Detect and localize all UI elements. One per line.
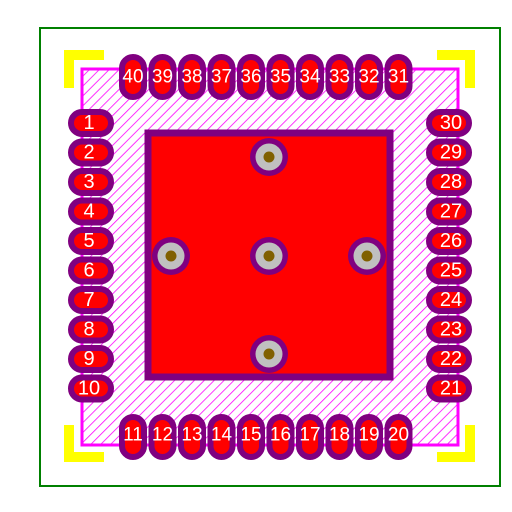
pin-pad-39 bbox=[148, 54, 177, 100]
pin-pad-30 bbox=[426, 109, 472, 137]
pin-label-3: 3 bbox=[83, 171, 94, 193]
corner-marker-bottom-right bbox=[437, 452, 475, 462]
pin-label-35: 35 bbox=[270, 67, 291, 88]
corner-marker-top-left bbox=[64, 50, 104, 60]
pin-label-15: 15 bbox=[240, 425, 261, 446]
pin-pad-22 bbox=[426, 345, 472, 373]
thermal-via-2 bbox=[152, 237, 190, 275]
pin-pad-1 bbox=[68, 109, 114, 137]
pin-label-34: 34 bbox=[299, 67, 321, 88]
pin-pad-37 bbox=[207, 54, 236, 100]
pin-label-20: 20 bbox=[388, 425, 409, 446]
pin-label-25: 25 bbox=[440, 260, 462, 282]
pin-label-14: 14 bbox=[211, 425, 233, 446]
pin-pad-10 bbox=[68, 374, 114, 403]
pin-pad-31 bbox=[384, 54, 413, 100]
pin-pad-7 bbox=[68, 286, 114, 314]
thermal-via-1 bbox=[250, 138, 288, 176]
pin-pad-34 bbox=[296, 54, 324, 100]
pin-label-26: 26 bbox=[440, 230, 462, 252]
pin-label-8: 8 bbox=[83, 319, 94, 341]
pin-pad-9 bbox=[68, 345, 114, 373]
pin-pads bbox=[68, 54, 472, 460]
pin-label-21: 21 bbox=[440, 378, 462, 400]
pin-pad-36 bbox=[237, 54, 265, 100]
corner-marker-bottom-left-v bbox=[64, 425, 74, 462]
corner-marker-top-right-v bbox=[465, 50, 475, 88]
pin-label-11: 11 bbox=[123, 425, 143, 446]
pin-pad-13 bbox=[178, 414, 206, 460]
pin-pad-29 bbox=[426, 138, 472, 167]
pin-label-6: 6 bbox=[83, 260, 94, 282]
thermal-vias bbox=[152, 138, 386, 373]
pin-pad-4 bbox=[68, 197, 114, 226]
pin-pad-17 bbox=[296, 414, 324, 460]
pin-label-12: 12 bbox=[152, 425, 173, 446]
pin-pad-8 bbox=[68, 315, 114, 344]
pin-pad-40 bbox=[119, 54, 147, 100]
pin-pad-15 bbox=[237, 414, 265, 460]
pin-label-28: 28 bbox=[440, 171, 462, 193]
pin-pad-3 bbox=[68, 168, 114, 196]
pin-label-32: 32 bbox=[358, 67, 379, 88]
pin-pad-14 bbox=[207, 414, 236, 460]
pin-pad-23 bbox=[426, 315, 472, 344]
pin-label-23: 23 bbox=[440, 319, 462, 341]
pin-pad-25 bbox=[426, 256, 472, 285]
pin-label-7: 7 bbox=[83, 289, 94, 311]
pin-label-1: 1 bbox=[83, 112, 94, 134]
pin-label-17: 17 bbox=[299, 425, 320, 446]
pin-pad-32 bbox=[355, 54, 383, 100]
pin-pad-35 bbox=[266, 54, 295, 100]
pin-pad-24 bbox=[426, 286, 472, 314]
pin-label-13: 13 bbox=[181, 425, 202, 446]
pin-pad-20 bbox=[384, 414, 413, 460]
pin-label-2: 2 bbox=[83, 142, 94, 164]
pin-label-31: 31 bbox=[388, 67, 409, 88]
pin-pad-16 bbox=[266, 414, 295, 460]
pin-label-10: 10 bbox=[78, 378, 100, 400]
pin-label-18: 18 bbox=[329, 425, 350, 446]
pin-pad-11 bbox=[119, 414, 147, 460]
pin-pad-26 bbox=[426, 227, 472, 255]
pin-label-22: 22 bbox=[440, 348, 462, 370]
pin-label-36: 36 bbox=[240, 67, 261, 88]
pin-pad-27 bbox=[426, 197, 472, 226]
pin-pad-21 bbox=[426, 374, 472, 403]
pin-label-39: 39 bbox=[152, 67, 173, 88]
thermal-via-4 bbox=[348, 237, 386, 275]
pin-label-27: 27 bbox=[440, 201, 462, 223]
pin-pad-33 bbox=[325, 54, 354, 100]
pin-label-4: 4 bbox=[83, 201, 94, 223]
pin-pad-28 bbox=[426, 168, 472, 196]
pin-label-9: 9 bbox=[83, 348, 94, 370]
pin-label-5: 5 bbox=[83, 230, 94, 252]
pin-pad-12 bbox=[148, 414, 177, 460]
pin-label-16: 16 bbox=[270, 425, 291, 446]
pin-pad-18 bbox=[325, 414, 354, 460]
corner-marker-top-left-v bbox=[64, 50, 74, 88]
corner-marker-top-right bbox=[437, 50, 475, 60]
pin-label-30: 30 bbox=[440, 112, 462, 134]
pin-pad-5 bbox=[68, 227, 114, 255]
corner-marker-bottom-left bbox=[64, 452, 104, 462]
thermal-via-5 bbox=[250, 335, 288, 373]
pin-label-38: 38 bbox=[181, 67, 202, 88]
pin-label-19: 19 bbox=[358, 425, 379, 446]
corner-marker-bottom-right-v bbox=[465, 425, 475, 462]
pin-label-40: 40 bbox=[122, 67, 143, 88]
pin-pad-2 bbox=[68, 138, 114, 167]
thermal-via-3 bbox=[250, 237, 288, 275]
pin-pad-19 bbox=[355, 414, 383, 460]
corner-markers bbox=[64, 50, 475, 462]
pin-label-33: 33 bbox=[329, 67, 350, 88]
pin-label-24: 24 bbox=[440, 289, 462, 311]
pin-label-29: 29 bbox=[440, 142, 462, 164]
pin-pad-38 bbox=[178, 54, 206, 100]
pin-label-37: 37 bbox=[211, 67, 232, 88]
pin-pad-6 bbox=[68, 256, 114, 285]
